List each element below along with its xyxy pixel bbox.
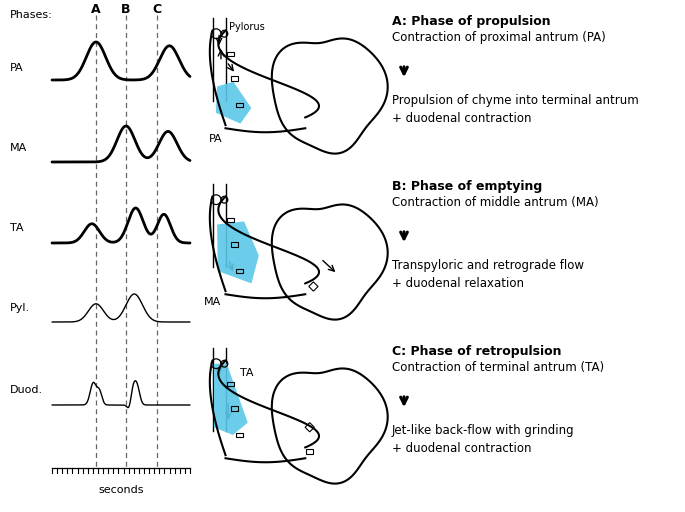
Polygon shape [272,204,388,319]
Text: Pyl.: Pyl. [10,303,30,313]
Bar [306,449,313,454]
Text: Propulsion of chyme into terminal antrum
+ duodenal contraction: Propulsion of chyme into terminal antrum… [392,94,638,125]
Polygon shape [214,364,248,435]
Text: A: Phase of propulsion: A: Phase of propulsion [392,15,551,28]
Polygon shape [272,369,388,484]
Bar [231,407,238,411]
Text: seconds: seconds [98,485,144,495]
Polygon shape [272,38,388,154]
Text: MA: MA [204,297,221,307]
Bar [227,381,234,386]
Bar [236,433,242,437]
Text: Contraction of middle antrum (MA): Contraction of middle antrum (MA) [392,196,599,209]
Text: C: C [153,3,162,16]
Text: Jet-like back-flow with grinding
+ duodenal contraction: Jet-like back-flow with grinding + duode… [392,424,575,455]
Bar [227,52,234,56]
Text: MA: MA [10,143,27,153]
Text: C: Phase of retropulsion: C: Phase of retropulsion [392,345,562,358]
Bar [236,103,242,107]
Bar [236,269,242,273]
Text: Pylorus: Pylorus [229,23,264,32]
Text: Duod.: Duod. [10,385,43,395]
Text: B: B [121,3,131,16]
Text: TA: TA [240,368,254,378]
Text: Contraction of proximal antrum (PA): Contraction of proximal antrum (PA) [392,31,606,44]
Bar [227,218,234,222]
Text: TA: TA [10,223,23,233]
Text: B: Phase of emptying: B: Phase of emptying [392,180,543,193]
Text: Transpyloric and retrograde flow
+ duodenal relaxation: Transpyloric and retrograde flow + duode… [392,259,584,290]
Bar [231,243,238,247]
Polygon shape [216,82,251,123]
Text: PA: PA [10,63,23,73]
Text: Contraction of terminal antrum (TA): Contraction of terminal antrum (TA) [392,361,604,374]
Text: PA: PA [209,134,223,144]
Polygon shape [217,221,259,284]
Text: Phases:: Phases: [10,10,53,20]
Bar [231,76,238,81]
Text: A: A [91,3,101,16]
